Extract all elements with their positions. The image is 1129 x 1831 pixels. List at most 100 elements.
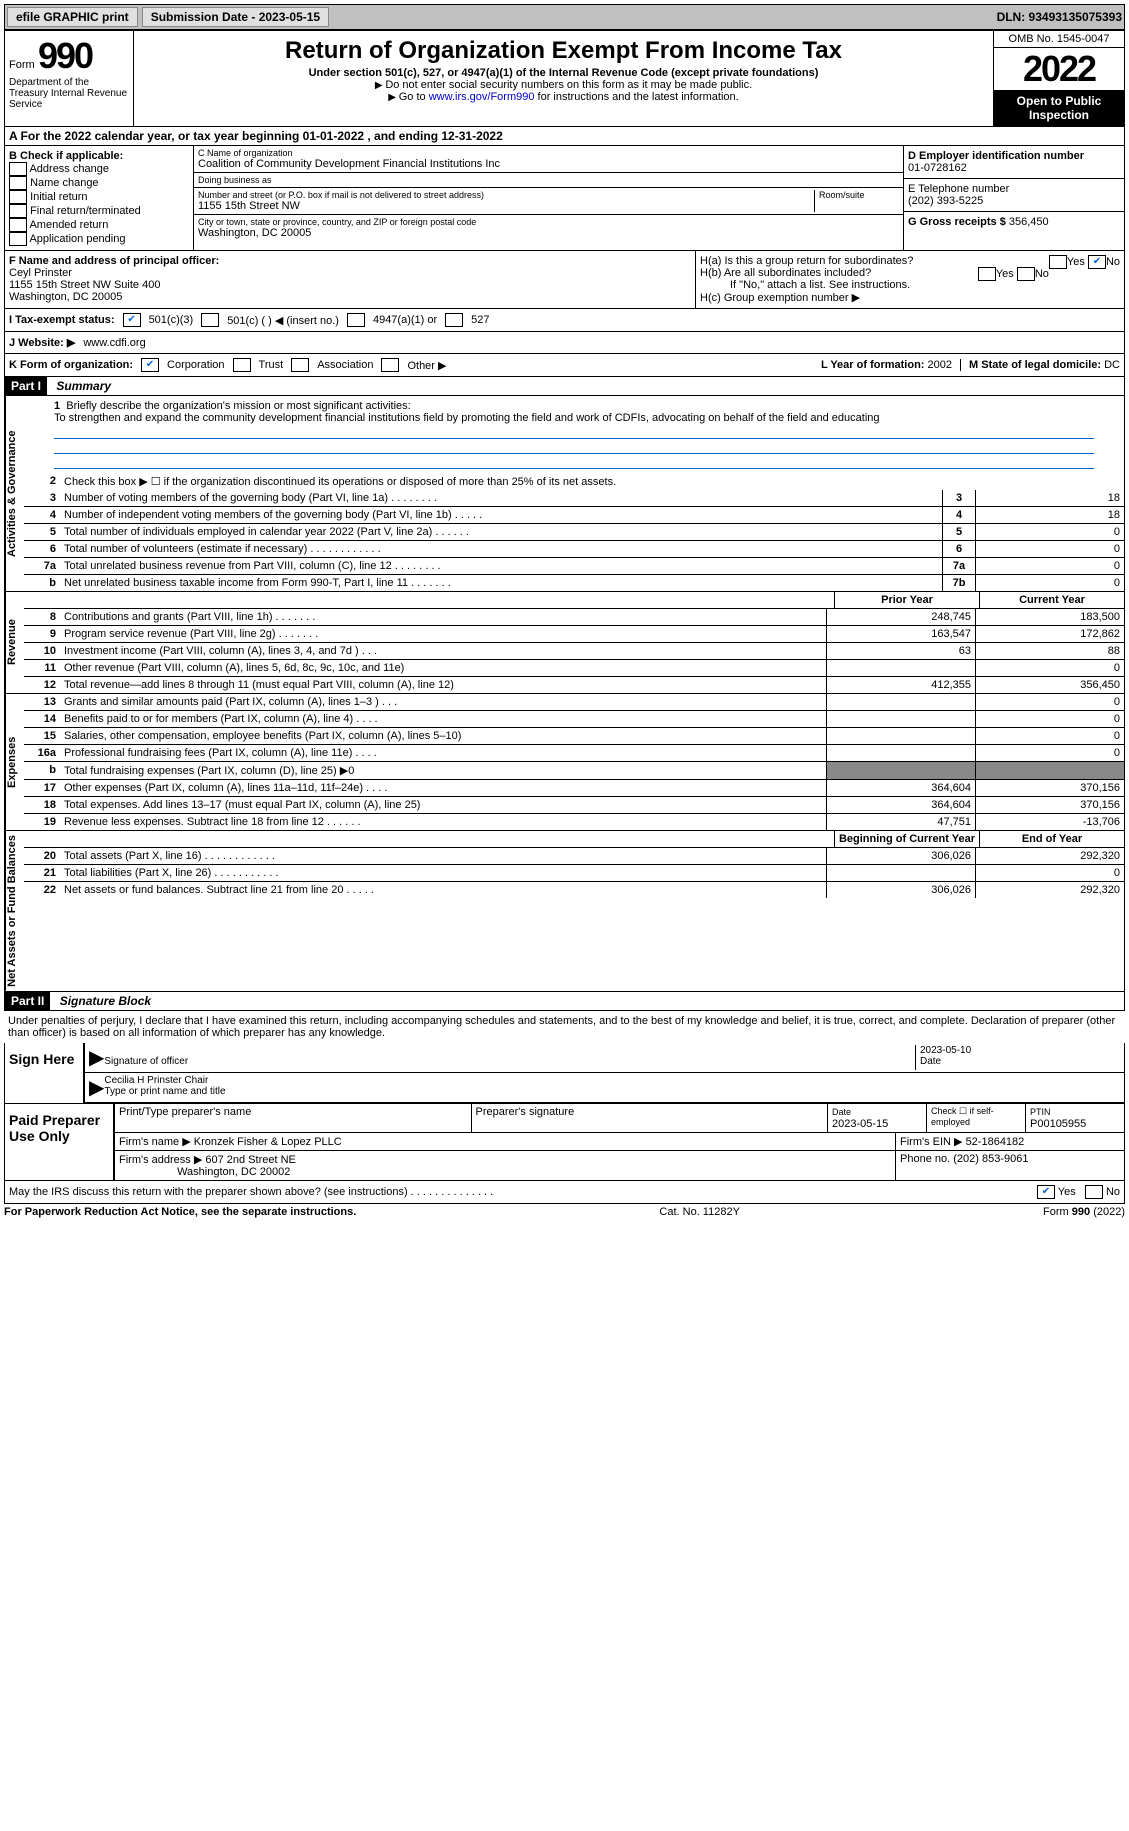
form-note-1: Do not enter social security numbers on … xyxy=(138,79,989,91)
sig-officer-label: Signature of officer xyxy=(104,1056,188,1067)
summary-expenses: Expenses 13Grants and similar amounts pa… xyxy=(4,694,1125,831)
firm-ein: 52-1864182 xyxy=(966,1136,1025,1148)
ein-label: D Employer identification number xyxy=(908,150,1084,162)
summary-line: 22Net assets or fund balances. Subtract … xyxy=(24,882,1124,898)
tel-value: (202) 393-5225 xyxy=(908,195,983,207)
department-label: Department of the Treasury Internal Reve… xyxy=(9,77,129,110)
header-right: OMB No. 1545-0047 2022 Open to Public In… xyxy=(994,31,1124,126)
date-label: Date xyxy=(920,1056,941,1067)
summary-line: 15Salaries, other compensation, employee… xyxy=(24,728,1124,745)
summary-line: 3Number of voting members of the governi… xyxy=(24,490,1124,507)
discuss-yes[interactable] xyxy=(1037,1185,1055,1199)
form-number: 990 xyxy=(38,35,92,76)
gross-label: G Gross receipts $ xyxy=(908,216,1006,228)
hb-yes[interactable] xyxy=(978,267,996,281)
sign-date: 2023-05-10 xyxy=(920,1045,971,1056)
summary-line: 10Investment income (Part VIII, column (… xyxy=(24,643,1124,660)
header-left: Form 990 Department of the Treasury Inte… xyxy=(5,31,134,126)
officer-addr1: 1155 15th Street NW Suite 400 xyxy=(9,279,160,291)
summary-netassets: Net Assets or Fund Balances Beginning of… xyxy=(4,831,1125,992)
officer-label: F Name and address of principal officer: xyxy=(9,255,219,267)
summary-line: 19Revenue less expenses. Subtract line 1… xyxy=(24,814,1124,830)
submission-date-button[interactable]: Submission Date - 2023-05-15 xyxy=(142,7,329,27)
street-label: Number and street (or P.O. box if mail i… xyxy=(198,190,814,200)
part1-title: Summary xyxy=(50,377,117,395)
checkbox-address-change[interactable] xyxy=(9,162,27,176)
paid-preparer-label: Paid Preparer Use Only xyxy=(5,1104,113,1180)
discuss-row: May the IRS discuss this return with the… xyxy=(4,1181,1125,1204)
chk-trust[interactable] xyxy=(233,358,251,372)
form-header: Form 990 Department of the Treasury Inte… xyxy=(4,30,1125,127)
summary-line: 17Other expenses (Part IX, column (A), l… xyxy=(24,780,1124,797)
paid-preparer-block: Paid Preparer Use Only Print/Type prepar… xyxy=(4,1104,1125,1181)
hb-label: H(b) Are all subordinates included? xyxy=(700,267,871,279)
form-note-2: Go to www.irs.gov/Form990 for instructio… xyxy=(138,91,989,103)
checkbox-pending[interactable] xyxy=(9,232,27,246)
year-formation: 2002 xyxy=(928,359,952,371)
checkbox-amended[interactable] xyxy=(9,218,27,232)
col-end: End of Year xyxy=(979,831,1124,847)
summary-line: 8Contributions and grants (Part VIII, li… xyxy=(24,609,1124,626)
col-beginning: Beginning of Current Year xyxy=(834,831,979,847)
sign-here-block: Sign Here Signature of officer 2023-05-1… xyxy=(4,1043,1125,1104)
officer-addr2: Washington, DC 20005 xyxy=(9,291,122,303)
arrow-icon xyxy=(89,1045,104,1070)
chk-527[interactable] xyxy=(445,313,463,327)
dba-label: Doing business as xyxy=(198,175,899,185)
efile-print-button[interactable]: efile GRAPHIC print xyxy=(7,7,138,27)
column-b: B Check if applicable: Address change Na… xyxy=(5,146,194,250)
form-subtitle: Under section 501(c), 527, or 4947(a)(1)… xyxy=(138,67,989,79)
chk-other[interactable] xyxy=(381,358,399,372)
signer-name-label: Type or print name and title xyxy=(104,1086,225,1097)
form-ref: Form 990 (2022) xyxy=(1043,1206,1125,1218)
hb-note: If "No," attach a list. See instructions… xyxy=(700,279,1120,291)
gross-value: 356,450 xyxy=(1009,216,1049,228)
chk-501c[interactable] xyxy=(201,313,219,327)
summary-line: 21Total liabilities (Part X, line 26) . … xyxy=(24,865,1124,882)
column-d: D Employer identification number 01-0728… xyxy=(904,146,1124,250)
summary-line: 9Program service revenue (Part VIII, lin… xyxy=(24,626,1124,643)
summary-line: bTotal fundraising expenses (Part IX, co… xyxy=(24,762,1124,780)
chk-assoc[interactable] xyxy=(291,358,309,372)
city-value: Washington, DC 20005 xyxy=(198,227,899,239)
chk-corp[interactable] xyxy=(141,358,159,372)
discuss-no[interactable] xyxy=(1085,1185,1103,1199)
org-name-label: C Name of organization xyxy=(198,148,899,158)
ha-yes[interactable] xyxy=(1049,255,1067,269)
col-current: Current Year xyxy=(979,592,1124,608)
column-c: C Name of organization Coalition of Comm… xyxy=(194,146,904,250)
vlabel-netassets: Net Assets or Fund Balances xyxy=(5,831,24,991)
summary-line: 5Total number of individuals employed in… xyxy=(24,524,1124,541)
col-b-heading: B Check if applicable: xyxy=(9,150,123,162)
self-employed-check[interactable]: Check ☐ if self-employed xyxy=(927,1104,1026,1132)
checkbox-initial-return[interactable] xyxy=(9,190,27,204)
irs-link[interactable]: www.irs.gov/Form990 xyxy=(429,91,535,103)
checkbox-name-change[interactable] xyxy=(9,176,27,190)
discuss-text: May the IRS discuss this return with the… xyxy=(9,1186,493,1198)
tel-label: E Telephone number xyxy=(908,183,1009,195)
block-bcd: B Check if applicable: Address change Na… xyxy=(4,146,1125,251)
chk-4947[interactable] xyxy=(347,313,365,327)
ha-no[interactable] xyxy=(1088,255,1106,269)
signer-name: Cecilia H Prinster Chair xyxy=(104,1075,208,1086)
vlabel-revenue: Revenue xyxy=(5,592,24,693)
form-word: Form xyxy=(9,59,35,71)
website-label: J Website: ▶ xyxy=(9,336,75,349)
chk-501c3[interactable] xyxy=(123,313,141,327)
tax-status-label: I Tax-exempt status: xyxy=(9,314,115,326)
firm-addr2: Washington, DC 20002 xyxy=(177,1166,290,1178)
ha-label: H(a) Is this a group return for subordin… xyxy=(700,255,913,267)
summary-line: 14Benefits paid to or for members (Part … xyxy=(24,711,1124,728)
summary-line: 7aTotal unrelated business revenue from … xyxy=(24,558,1124,575)
checkbox-final-return[interactable] xyxy=(9,204,27,218)
ein-value: 01-0728162 xyxy=(908,162,967,174)
summary-line: 13Grants and similar amounts paid (Part … xyxy=(24,694,1124,711)
summary-line: 12Total revenue—add lines 8 through 11 (… xyxy=(24,677,1124,693)
mission-text: To strengthen and expand the community d… xyxy=(54,412,880,424)
hb-no[interactable] xyxy=(1017,267,1035,281)
firm-phone: (202) 853-9061 xyxy=(953,1153,1028,1165)
street-value: 1155 15th Street NW xyxy=(198,200,814,212)
line2: Check this box ▶ ☐ if the organization d… xyxy=(60,473,1124,490)
col-prior: Prior Year xyxy=(834,592,979,608)
top-bar: efile GRAPHIC print Submission Date - 20… xyxy=(4,4,1125,30)
